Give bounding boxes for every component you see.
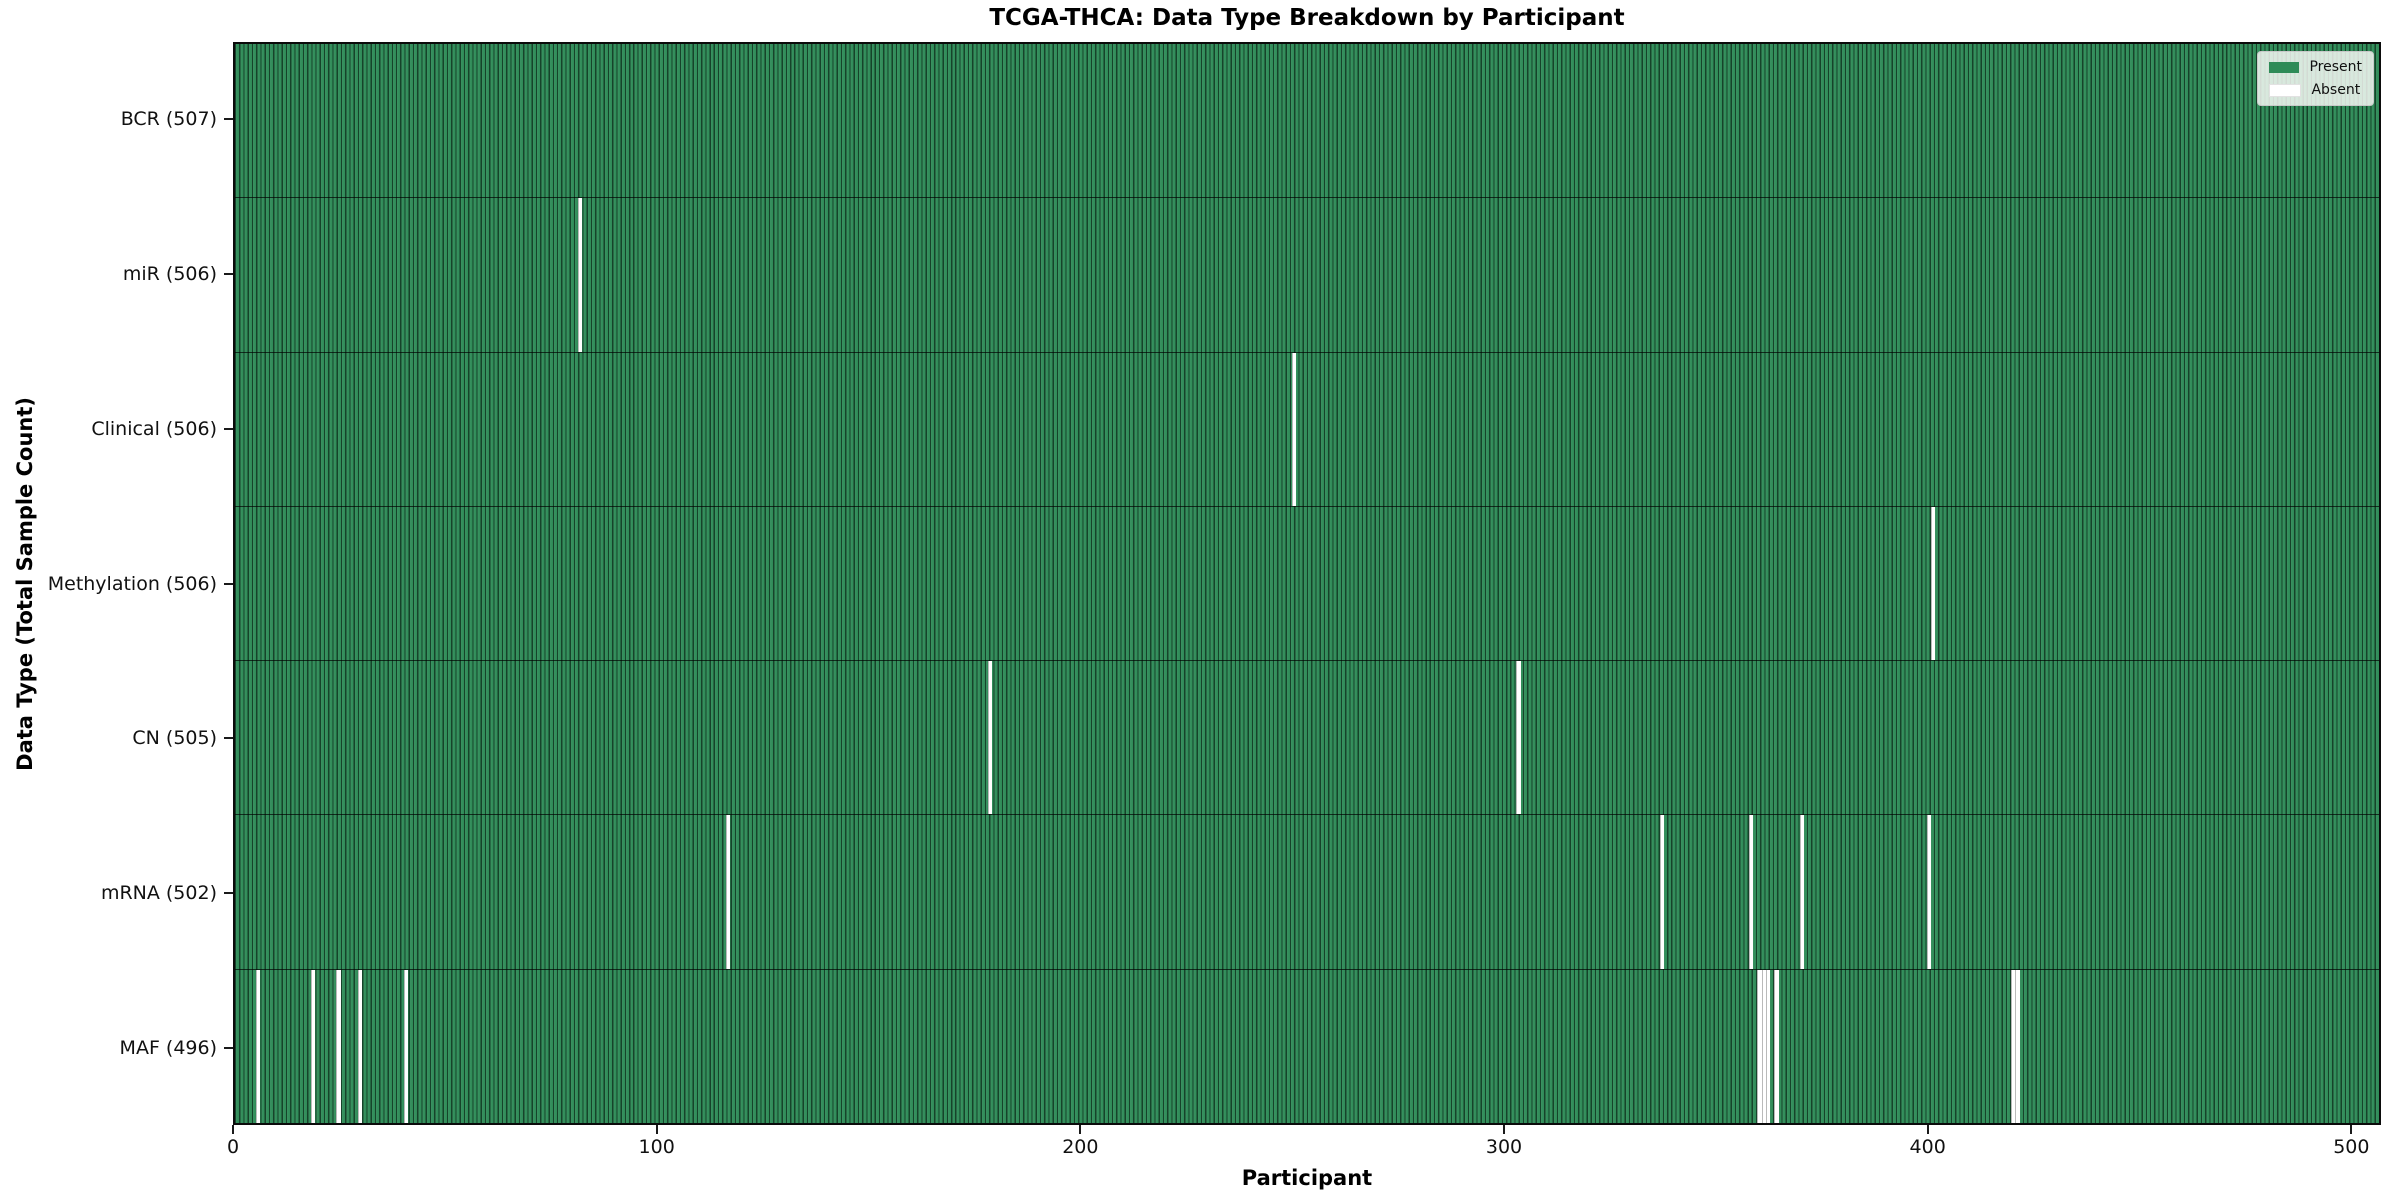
x-tick-label: 500 — [2333, 1136, 2370, 1158]
absent-cell — [1748, 815, 1754, 969]
absent-cell — [1930, 506, 1935, 661]
row-methylation — [235, 505, 2379, 661]
y-tick-mark — [224, 427, 233, 430]
row-mrna — [235, 814, 2379, 969]
plot-area: Present Absent — [233, 42, 2381, 1125]
x-tick-mark — [2350, 1125, 2353, 1134]
absent-cell — [1660, 815, 1665, 969]
x-tick-label: 200 — [1062, 1136, 1099, 1158]
legend-entry-absent: Absent — [2269, 82, 2362, 98]
absent-cell — [2015, 969, 2020, 1123]
row-cn — [235, 660, 2379, 815]
legend-swatch-icon — [2269, 83, 2302, 97]
y-tick-label-mrna: mRNA (502) — [100, 881, 217, 904]
y-tick-label-clinical: Clinical (506) — [91, 417, 217, 440]
x-tick-label: 0 — [226, 1136, 240, 1158]
y-tick-mark — [224, 118, 233, 121]
row-bcr — [235, 44, 2379, 198]
x-tick-label: 300 — [1485, 1136, 1523, 1158]
x-tick-mark — [1079, 1125, 1082, 1134]
legend-label: Absent — [2311, 82, 2361, 98]
y-tick-label-methylation: Methylation (506) — [47, 572, 217, 595]
x-tick-mark — [232, 1125, 234, 1134]
absent-cell — [987, 661, 992, 815]
x-tick-mark — [1926, 1125, 1929, 1134]
absent-cell — [404, 969, 409, 1123]
absent-cell — [1761, 969, 1766, 1123]
legend-label: Present — [2309, 59, 2362, 75]
y-tick-mark — [224, 737, 233, 740]
absent-cell — [2011, 969, 2016, 1123]
absent-cell — [1799, 815, 1804, 969]
absent-cell — [1765, 969, 1771, 1123]
x-tick-mark — [1503, 1125, 1505, 1134]
y-tick-mark — [224, 891, 233, 894]
row-mir — [235, 197, 2379, 352]
x-axis-title: Participant — [1241, 1166, 1373, 1190]
absent-cell — [1516, 661, 1521, 815]
absent-cell — [256, 969, 261, 1123]
row-maf — [235, 968, 2379, 1123]
y-tick-label-mir: miR (506) — [122, 263, 217, 286]
y-axis-title: Data Type (Total Sample Count) — [13, 396, 37, 771]
x-tick-label: 100 — [638, 1136, 675, 1158]
y-axis-title-wrap: Data Type (Total Sample Count) — [10, 42, 40, 1125]
absent-cell — [577, 198, 582, 352]
absent-cell — [725, 815, 730, 969]
y-tick-mark — [224, 1046, 233, 1049]
y-tick-label-cn: CN (505) — [132, 727, 217, 750]
y-tick-label-bcr: BCR (507) — [120, 108, 217, 131]
row-clinical — [235, 351, 2379, 506]
absent-cell — [357, 969, 362, 1123]
legend-swatch-icon — [2269, 61, 2300, 73]
absent-cell — [311, 969, 316, 1123]
y-tick-label-maf: MAF (496) — [119, 1036, 217, 1059]
x-tick-mark — [655, 1125, 658, 1134]
legend-entry-present: Present — [2269, 59, 2362, 75]
y-tick-mark — [224, 273, 233, 276]
x-tick-label: 400 — [1909, 1136, 1946, 1158]
absent-cell — [1292, 352, 1297, 506]
absent-cell — [1774, 969, 1779, 1123]
chart-title: TCGA-THCA: Data Type Breakdown by Partic… — [989, 5, 1625, 31]
legend: Present Absent — [2257, 51, 2374, 106]
absent-cell — [1926, 815, 1931, 969]
absent-cell — [336, 969, 341, 1123]
y-tick-mark — [224, 582, 233, 585]
absent-cell — [1757, 969, 1762, 1123]
